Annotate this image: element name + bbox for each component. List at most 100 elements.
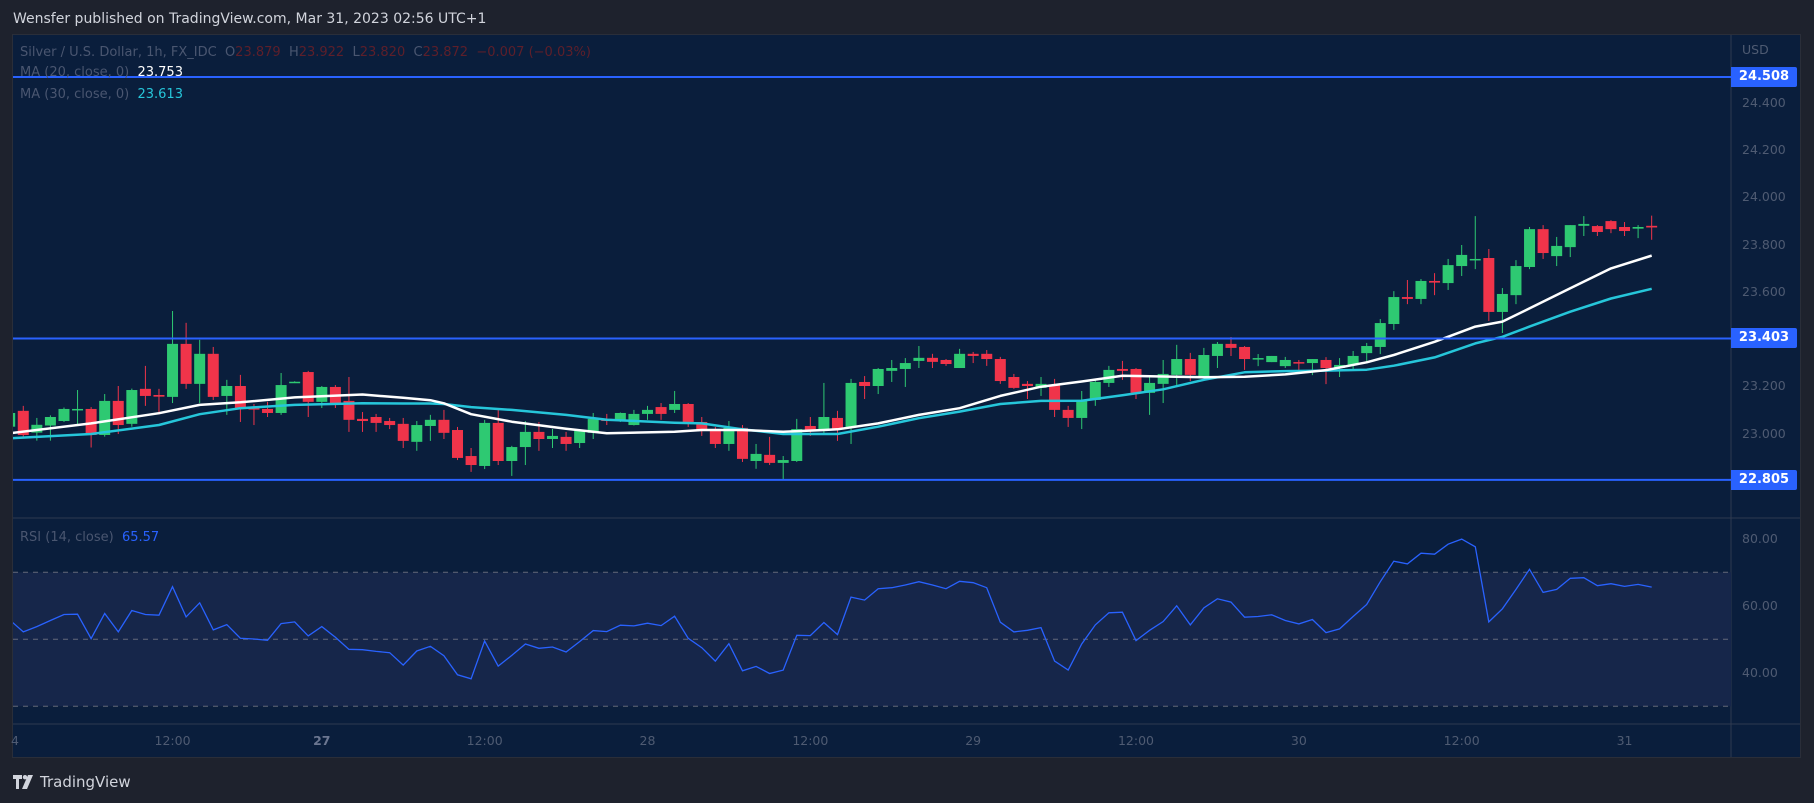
time-tick-label: 27	[313, 733, 331, 748]
candle-up	[1632, 227, 1644, 229]
candle-down	[139, 388, 151, 396]
candle-up	[1076, 399, 1088, 418]
candle-up	[289, 381, 301, 384]
candle-up	[1103, 369, 1115, 383]
candle-down	[343, 400, 355, 420]
candle-down	[302, 372, 314, 402]
currency-label: USD	[1742, 42, 1769, 57]
candle-down	[1646, 225, 1658, 228]
candle-up	[777, 460, 789, 463]
candle-down	[1605, 221, 1617, 230]
rsi-label: RSI (14, close)	[20, 530, 114, 545]
candle-up	[1524, 229, 1536, 267]
candle-up	[1564, 225, 1576, 248]
candle-down	[85, 408, 97, 435]
candle-up	[1306, 359, 1318, 364]
tradingview-logo[interactable]: TradingView	[13, 773, 131, 791]
candle-down	[1483, 257, 1495, 312]
rsi-legend[interactable]: RSI (14, close) 65.57	[20, 530, 159, 545]
candle-up	[1415, 280, 1427, 299]
candle-up	[1578, 223, 1590, 226]
price-level-tag[interactable]: 23.403	[1731, 328, 1797, 349]
ma20-legend[interactable]: MA (20, close, 0) 23.753	[20, 65, 183, 80]
candle-up	[669, 403, 681, 410]
candle-down	[1429, 280, 1441, 283]
candle-down	[357, 418, 369, 422]
candle-up	[99, 400, 111, 435]
candle-down	[1049, 385, 1061, 410]
candle-up	[31, 424, 43, 433]
candle-down	[764, 454, 776, 463]
price-level-tag[interactable]: 22.805	[1731, 469, 1797, 490]
candle-up	[13, 412, 16, 427]
close-value: 23.872	[422, 45, 469, 60]
price-tick-label: 24.400	[1742, 94, 1786, 110]
rsi-line	[13, 538, 1652, 680]
candles	[13, 215, 1658, 479]
candle-down	[859, 381, 871, 386]
candle-down	[533, 431, 545, 439]
candle-down	[967, 353, 979, 356]
candle-down	[438, 419, 450, 433]
candle-up	[1171, 359, 1183, 375]
time-tick-label: 30	[1290, 733, 1307, 748]
candle-down	[1116, 368, 1128, 371]
candle-up	[1361, 346, 1373, 354]
candle-down	[153, 394, 165, 397]
candle-up	[1157, 373, 1169, 384]
candle-up	[1496, 293, 1508, 312]
candle-down	[1591, 226, 1603, 232]
candle-up	[1279, 359, 1291, 367]
candle-down	[17, 410, 29, 435]
candle-down	[736, 427, 748, 459]
candle-down	[234, 385, 246, 409]
candle-down	[804, 425, 816, 431]
candle-up	[126, 390, 138, 424]
ma20-label: MA (20, close, 0)	[20, 65, 130, 80]
candle-down	[682, 403, 694, 422]
candle-down	[370, 416, 382, 423]
tradingview-logo-icon	[13, 775, 33, 789]
price-tick-label: 23.000	[1742, 425, 1786, 441]
low-value: 23.820	[359, 45, 406, 60]
candle-down	[1021, 383, 1033, 386]
candle-up	[886, 368, 898, 371]
candle-down	[560, 436, 572, 444]
candle-up	[72, 408, 84, 411]
open-value: 23.879	[235, 45, 281, 60]
logo-text: TradingView	[40, 773, 131, 791]
candle-up	[1089, 381, 1101, 400]
candle-up	[1469, 258, 1481, 261]
candle-down	[1130, 368, 1142, 393]
price-tick-label: 23.800	[1742, 236, 1786, 252]
publish-info: Wensfer published on TradingView.com, Ma…	[13, 11, 487, 27]
ma30-value: 23.613	[137, 87, 183, 102]
candle-up	[791, 429, 803, 462]
rsi-tick-label: 60.00	[1742, 597, 1778, 613]
low-label: L	[352, 45, 360, 60]
candle-up	[506, 447, 518, 462]
candle-down	[1320, 359, 1332, 369]
candle-up	[316, 386, 328, 402]
ma30-legend[interactable]: MA (30, close, 0) 23.613	[20, 87, 183, 102]
candle-up	[221, 385, 233, 396]
ma30-line	[13, 287, 1652, 440]
candle-up	[872, 368, 884, 386]
candle-down	[1062, 409, 1074, 418]
candle-down	[1537, 229, 1549, 254]
time-tick-label: 12:00	[792, 733, 829, 748]
candle-up	[954, 353, 966, 369]
high-value: 23.922	[298, 45, 345, 60]
candle-up	[424, 419, 436, 426]
price-tick-label: 24.200	[1742, 141, 1786, 157]
candle-down	[1293, 362, 1305, 364]
candle-down	[696, 421, 708, 431]
price-level-tag[interactable]: 24.508	[1731, 67, 1797, 87]
candle-down	[384, 421, 396, 426]
candle-down	[1619, 227, 1631, 232]
candle-down	[1401, 297, 1413, 299]
time-tick-label: 29	[965, 733, 982, 748]
candle-up	[1374, 323, 1386, 347]
candle-up	[641, 409, 653, 414]
